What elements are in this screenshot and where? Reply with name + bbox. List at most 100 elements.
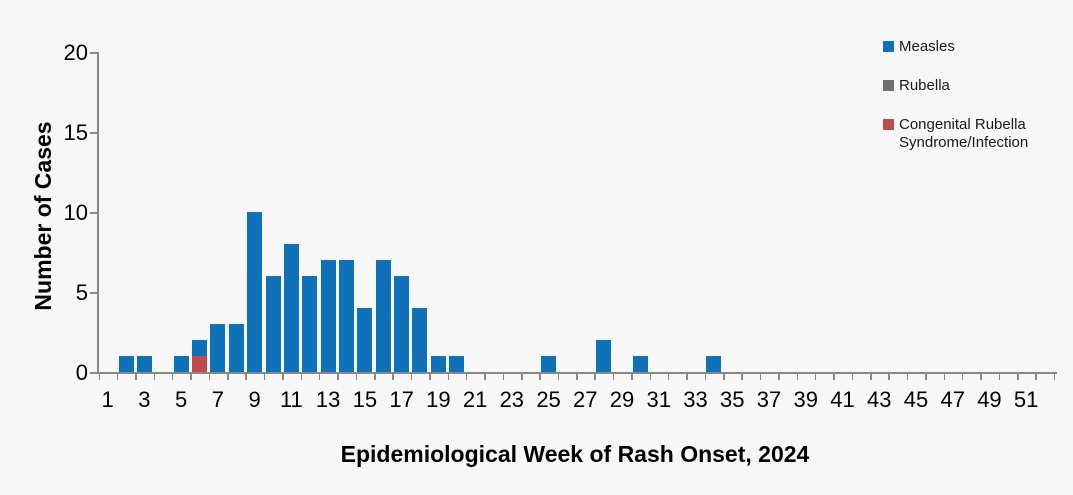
x-tick: [759, 374, 762, 380]
x-tick: [245, 374, 247, 380]
x-tick: [227, 374, 229, 380]
bar-week-34-measles: [706, 356, 722, 372]
x-tick-label: 11: [279, 387, 303, 412]
x-axis-title: Epidemiological Week of Rash Onset, 2024: [340, 441, 810, 467]
x-tick: [282, 374, 284, 380]
legend-swatch-icon: [883, 80, 894, 91]
x-tick: [796, 374, 799, 380]
x-tick-label: 1: [101, 387, 114, 412]
x-tick: [741, 374, 743, 380]
bar-week-18-measles: [412, 308, 428, 372]
y-tick: [90, 292, 98, 294]
x-tick-label: 25: [536, 387, 561, 412]
x-tick-label: 43: [866, 387, 892, 412]
x-tick: [833, 374, 835, 380]
x-tick: [686, 374, 688, 380]
x-tick-label: 19: [426, 387, 451, 412]
x-tick-label: 33: [683, 387, 708, 412]
x-tick: [778, 374, 780, 380]
x-tick-label: 41: [830, 387, 855, 412]
x-tick: [337, 374, 339, 380]
x-tick: [576, 374, 578, 380]
bar-week-28-measles: [596, 340, 612, 372]
x-tick: [374, 374, 376, 380]
x-tick: [888, 374, 890, 380]
bar-week-13-measles: [320, 260, 336, 372]
y-tick-label: 5: [75, 280, 88, 305]
x-tick-label: 15: [352, 387, 378, 412]
y-tick-label: 0: [75, 360, 88, 385]
bar-week-5-measles: [173, 356, 189, 372]
y-tick-label: 15: [63, 120, 88, 145]
x-tick: [318, 374, 321, 380]
legend-item: Rubella: [883, 77, 1058, 95]
x-tick: [851, 374, 854, 380]
x-tick: [502, 374, 505, 380]
x-tick-label: 51: [1013, 387, 1039, 412]
x-tick: [539, 374, 541, 380]
x-tick: [557, 374, 560, 380]
bar-week-6-congenital-rubella-syndrome-infection: [192, 356, 208, 372]
y-tick: [90, 372, 98, 374]
x-tick: [171, 374, 174, 380]
y-tick: [90, 132, 98, 134]
x-tick-label: 37: [756, 387, 782, 412]
x-tick-label: 23: [499, 387, 525, 412]
x-tick-label: 31: [646, 387, 672, 412]
x-tick: [925, 374, 927, 380]
legend-swatch-icon: [883, 41, 894, 52]
x-tick-label: 29: [609, 387, 635, 412]
x-tick: [300, 374, 303, 380]
x-tick-label: 17: [389, 387, 414, 412]
bar-week-6-measles: [192, 340, 208, 356]
x-tick-label: 27: [573, 387, 598, 412]
x-tick: [465, 374, 468, 380]
x-tick-label: 3: [138, 387, 151, 412]
bar-week-15-measles: [357, 308, 373, 372]
x-tick: [631, 374, 633, 380]
x-tick: [135, 374, 137, 380]
bar-week-16-measles: [375, 260, 391, 372]
x-tick-label: 13: [315, 387, 341, 412]
x-tick: [980, 374, 982, 380]
legend-label: Measles: [899, 38, 955, 55]
x-tick: [667, 374, 670, 380]
x-tick: [355, 374, 358, 380]
bar-week-30-measles: [632, 356, 648, 372]
x-tick: [208, 374, 211, 380]
bar-week-14-measles: [338, 260, 354, 372]
bar-week-10-measles: [265, 276, 281, 372]
x-tick-label: 45: [903, 387, 929, 412]
x-tick: [521, 374, 523, 380]
legend: Measles Rubella Congenital Rubella Syndrom…: [883, 38, 1058, 173]
bar-week-8-measles: [228, 324, 244, 372]
x-tick: [998, 374, 1001, 380]
bar-week-12-measles: [302, 276, 318, 372]
x-tick: [98, 374, 100, 380]
x-tick: [649, 374, 652, 380]
x-tick-label: 7: [211, 387, 225, 412]
x-tick-label: 21: [462, 387, 488, 412]
x-tick: [392, 374, 394, 380]
bar-week-19-measles: [430, 356, 446, 372]
x-tick: [263, 374, 266, 380]
legend-swatch-icon: [883, 119, 894, 130]
x-tick: [116, 374, 119, 380]
x-tick-label: 5: [175, 387, 188, 412]
x-tick: [943, 374, 946, 380]
legend-label: Rubella: [899, 77, 950, 94]
x-tick: [484, 374, 486, 380]
legend-label: Congenital Rubella Syndrome/Infection: [899, 116, 1029, 151]
x-tick: [153, 374, 156, 380]
x-tick: [1017, 374, 1019, 380]
bar-week-17-measles: [394, 276, 410, 372]
x-tick: [1053, 374, 1056, 380]
bar-week-7-measles: [210, 324, 226, 372]
y-tick: [90, 52, 98, 54]
x-tick-label: 9: [248, 387, 261, 412]
x-tick: [447, 374, 450, 380]
x-tick: [870, 374, 872, 380]
x-tick: [612, 374, 615, 380]
x-tick: [814, 374, 817, 380]
